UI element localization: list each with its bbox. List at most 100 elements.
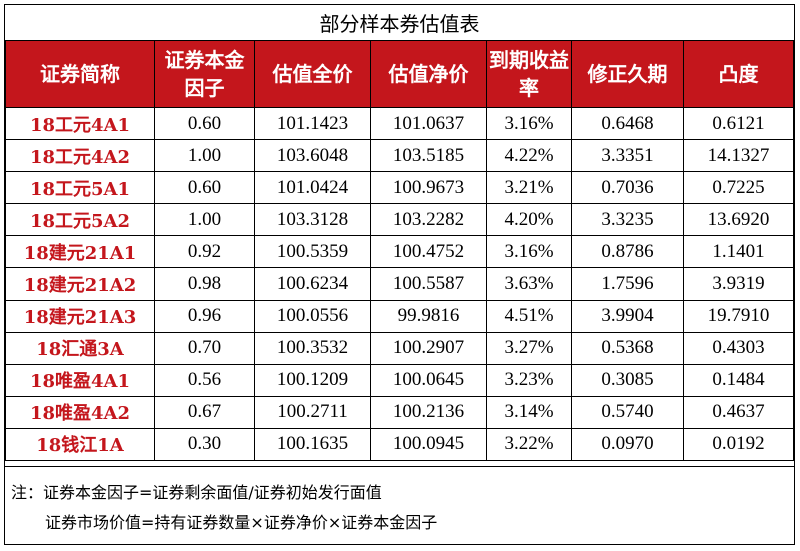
cell-convexity: 0.1484 — [683, 363, 794, 397]
cell-convexity: 0.0192 — [683, 427, 794, 462]
table-row: 18工元5A1 0.60 101.0424 100.9673 3.21% 0.7036 0.… — [5, 171, 794, 205]
cell-yield: 4.20% — [486, 203, 572, 237]
cell-convexity: 3.9319 — [683, 267, 794, 301]
cell-net-price: 103.5185 — [370, 139, 487, 173]
table-row: 18唯盈4A1 0.56 100.1209 100.0645 3.23% 0.3085 0.… — [5, 363, 794, 397]
table-row: 18钱江1A 0.30 100.1635 100.0945 3.22% 0.0970 0.0… — [5, 427, 794, 462]
cell-principal-factor: 0.96 — [154, 299, 255, 333]
cell-full-price: 100.5359 — [254, 235, 371, 269]
table-row: 18汇通3A 0.70 100.3532 100.2907 3.27% 0.5368 0.4… — [5, 331, 794, 365]
header-full-price: 估值全价 — [254, 40, 371, 108]
footnote-line-2: 证券市场价值=持有证券数量×证券净价×证券本金因子 — [45, 513, 438, 532]
cell-full-price: 101.1423 — [254, 106, 371, 141]
cell-principal-factor: 0.30 — [154, 427, 255, 462]
cell-full-price: 100.6234 — [254, 267, 371, 301]
cell-principal-factor: 0.92 — [154, 235, 255, 269]
cell-full-price: 103.6048 — [254, 139, 371, 173]
valuation-table: 证券简称 证券本金因子 估值全价 估值净价 到期收益率 修正久期 凸度 18工元… — [5, 40, 794, 462]
cell-yield: 4.51% — [486, 299, 572, 333]
cell-principal-factor: 0.56 — [154, 363, 255, 397]
cell-net-price: 100.0645 — [370, 363, 487, 397]
cell-security-name: 18建元21A3 — [5, 299, 155, 333]
cell-modified-duration: 3.3351 — [571, 139, 684, 173]
cell-yield: 3.16% — [486, 106, 572, 141]
cell-yield: 4.22% — [486, 139, 572, 173]
cell-security-name: 18汇通3A — [5, 331, 155, 365]
valuation-table-frame: 部分样本券估值表 证券简称 证券本金因子 估值全价 估值净价 到期收益率 修正久… — [4, 4, 795, 545]
cell-net-price: 100.0945 — [370, 427, 487, 462]
cell-modified-duration: 0.0970 — [571, 427, 684, 462]
header-convexity: 凸度 — [683, 40, 794, 108]
footnote-line-1: 注：证券本金因子=证券剩余面值/证券初始发行面值 — [11, 483, 382, 502]
cell-yield: 3.27% — [486, 331, 572, 365]
cell-modified-duration: 1.7596 — [571, 267, 684, 301]
cell-full-price: 100.0556 — [254, 299, 371, 333]
cell-yield: 3.23% — [486, 363, 572, 397]
cell-principal-factor: 1.00 — [154, 203, 255, 237]
cell-principal-factor: 1.00 — [154, 139, 255, 173]
table-row: 18唯盈4A2 0.67 100.2711 100.2136 3.14% 0.5740 0.… — [5, 395, 794, 429]
table-title: 部分样本券估值表 — [5, 5, 794, 41]
cell-security-name: 18工元4A2 — [5, 139, 155, 173]
cell-yield: 3.22% — [486, 427, 572, 462]
footnote: 注：证券本金因子=证券剩余面值/证券初始发行面值 证券市场价值=持有证券数量×证… — [5, 466, 794, 544]
cell-modified-duration: 0.8786 — [571, 235, 684, 269]
cell-convexity: 0.7225 — [683, 171, 794, 205]
cell-convexity: 0.6121 — [683, 106, 794, 141]
cell-modified-duration: 0.7036 — [571, 171, 684, 205]
cell-net-price: 100.5587 — [370, 267, 487, 301]
table-row: 18建元21A2 0.98 100.6234 100.5587 3.63% 1.7596 3… — [5, 267, 794, 301]
table-body: 18工元4A1 0.60 101.1423 101.0637 3.16% 0.6468 0.… — [5, 106, 794, 462]
cell-principal-factor: 0.67 — [154, 395, 255, 429]
cell-net-price: 103.2282 — [370, 203, 487, 237]
cell-convexity: 14.1327 — [683, 139, 794, 173]
cell-convexity: 0.4303 — [683, 331, 794, 365]
cell-modified-duration: 0.3085 — [571, 363, 684, 397]
header-principal-factor: 证券本金因子 — [154, 40, 255, 108]
cell-convexity: 19.7910 — [683, 299, 794, 333]
table-row: 18工元5A2 1.00 103.3128 103.2282 4.20% 3.3235 13… — [5, 203, 794, 237]
table-row: 18建元21A1 0.92 100.5359 100.4752 3.16% 0.8786 1… — [5, 235, 794, 269]
cell-modified-duration: 0.5740 — [571, 395, 684, 429]
cell-full-price: 101.0424 — [254, 171, 371, 205]
cell-full-price: 100.1209 — [254, 363, 371, 397]
cell-convexity: 0.4637 — [683, 395, 794, 429]
cell-modified-duration: 3.9904 — [571, 299, 684, 333]
cell-convexity: 13.6920 — [683, 203, 794, 237]
cell-principal-factor: 0.70 — [154, 331, 255, 365]
header-modified-duration: 修正久期 — [571, 40, 684, 108]
header-row: 证券简称 证券本金因子 估值全价 估值净价 到期收益率 修正久期 凸度 — [5, 40, 794, 108]
cell-yield: 3.63% — [486, 267, 572, 301]
cell-net-price: 100.2136 — [370, 395, 487, 429]
header-net-price: 估值净价 — [370, 40, 487, 108]
cell-security-name: 18钱江1A — [5, 427, 155, 462]
cell-full-price: 103.3128 — [254, 203, 371, 237]
cell-security-name: 18工元5A2 — [5, 203, 155, 237]
cell-net-price: 101.0637 — [370, 106, 487, 141]
cell-yield: 3.14% — [486, 395, 572, 429]
table-row: 18工元4A2 1.00 103.6048 103.5185 4.22% 3.3351 14… — [5, 139, 794, 173]
cell-net-price: 100.2907 — [370, 331, 487, 365]
cell-full-price: 100.1635 — [254, 427, 371, 462]
cell-net-price: 100.4752 — [370, 235, 487, 269]
cell-full-price: 100.3532 — [254, 331, 371, 365]
cell-security-name: 18唯盈4A2 — [5, 395, 155, 429]
cell-convexity: 1.1401 — [683, 235, 794, 269]
cell-security-name: 18唯盈4A1 — [5, 363, 155, 397]
cell-net-price: 100.9673 — [370, 171, 487, 205]
cell-principal-factor: 0.98 — [154, 267, 255, 301]
header-security-name: 证券简称 — [5, 40, 155, 108]
cell-yield: 3.16% — [486, 235, 572, 269]
cell-security-name: 18建元21A2 — [5, 267, 155, 301]
cell-modified-duration: 0.5368 — [571, 331, 684, 365]
table-row: 18建元21A3 0.96 100.0556 99.9816 4.51% 3.9904 19… — [5, 299, 794, 333]
cell-security-name: 18建元21A1 — [5, 235, 155, 269]
cell-net-price: 99.9816 — [370, 299, 487, 333]
cell-principal-factor: 0.60 — [154, 171, 255, 205]
cell-yield: 3.21% — [486, 171, 572, 205]
cell-modified-duration: 3.3235 — [571, 203, 684, 237]
cell-security-name: 18工元4A1 — [5, 106, 155, 141]
cell-principal-factor: 0.60 — [154, 106, 255, 141]
cell-full-price: 100.2711 — [254, 395, 371, 429]
cell-modified-duration: 0.6468 — [571, 106, 684, 141]
